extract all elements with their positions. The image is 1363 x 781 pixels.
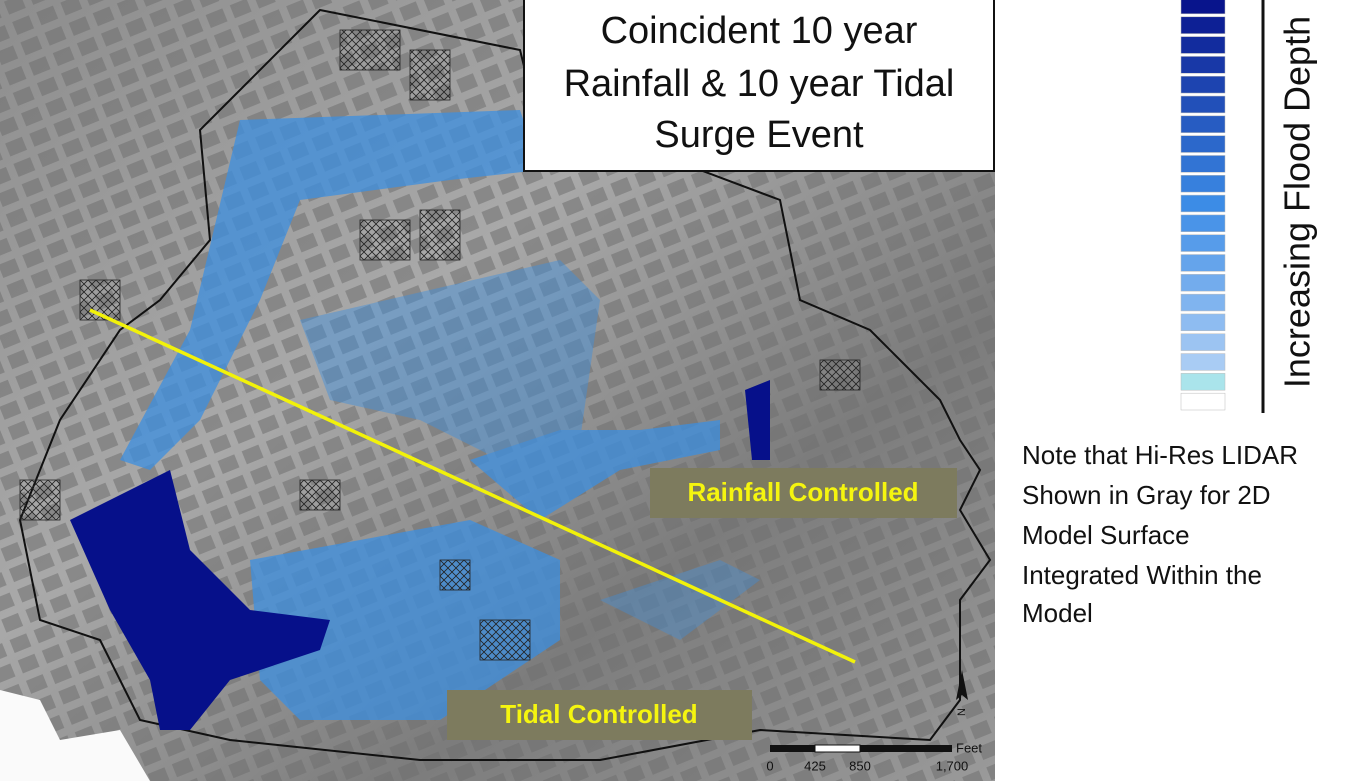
legend-swatch [1180,194,1226,213]
north-label: N [956,708,968,716]
legend-swatch [1180,274,1226,292]
title-line: Surge Event [654,114,864,156]
legend-swatch [1180,95,1226,114]
legend-swatches [1180,0,1226,411]
legend-swatch [1180,234,1226,252]
title-line: Rainfall & 10 year Tidal [564,63,955,105]
buildings [19,29,861,661]
label-box [447,690,752,740]
legend-swatch [1180,214,1226,232]
note-line: Integrated Within the [1022,560,1262,590]
north-arrow [956,670,968,700]
rainfall-label: Rainfall Controlled [687,477,918,507]
legend-swatch [1180,254,1226,272]
legend-swatch [1180,353,1226,371]
legend-swatch [1180,313,1226,332]
scale-unit: Feet [956,740,982,755]
title-line: Coincident 10 year [601,10,918,52]
legend-swatch [1180,293,1226,312]
legend-swatch [1180,75,1226,94]
legend-swatch [1180,175,1226,193]
legend-swatch [1180,36,1226,54]
water [0,690,150,781]
deep-flood [745,380,770,460]
legend-swatch [1180,155,1226,173]
note-line: Note that Hi-Res LIDAR [1022,440,1298,470]
legend-swatch [1180,373,1226,391]
scale-label: 850 [849,758,871,773]
legend-swatch [1180,333,1226,351]
scale-label: 1,700 [936,758,969,773]
deep-flood [70,470,330,730]
scale-bar [770,744,952,753]
legend-swatch [1180,16,1226,34]
scale-label: 0 [766,758,773,773]
divide-line [89,308,856,664]
note-line: Model Surface [1022,520,1190,550]
legend-swatch [1180,0,1226,15]
flood-areas [120,110,760,720]
legend-swatch [1180,392,1226,411]
title-box [523,0,995,172]
tidal-label: Tidal Controlled [500,699,697,729]
legend-swatch [1180,135,1226,153]
label-box [650,468,957,518]
note-line: Shown in Gray for 2D [1022,480,1271,510]
scale-label: 425 [804,758,826,773]
legend-swatch [1180,56,1226,74]
model-boundary [18,8,992,761]
legend-label: Increasing Flood Depth [1277,16,1318,388]
legend-swatch [1180,115,1226,133]
note-line: Model [1022,598,1093,628]
